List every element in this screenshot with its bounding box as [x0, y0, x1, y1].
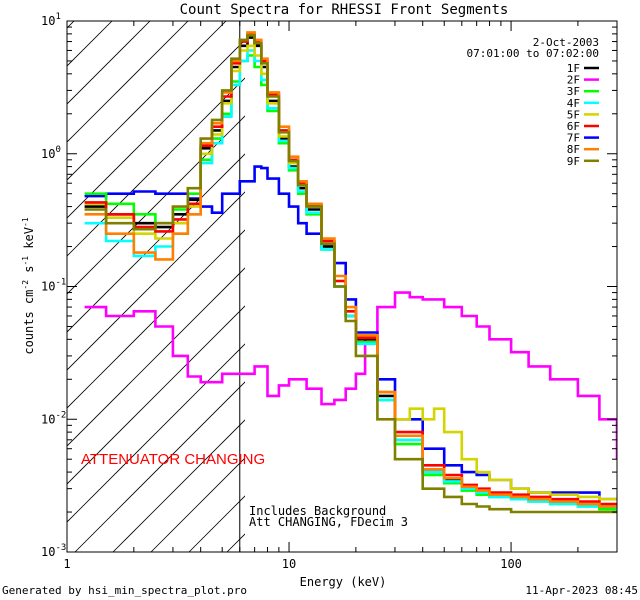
y-axis-label-sup2: -1 — [21, 256, 30, 266]
series-line-3F — [84, 54, 617, 511]
y-tick-label: 10-2 — [41, 410, 66, 426]
legend-label-1F: 1F — [567, 62, 580, 75]
footnote-background: Includes Background — [249, 504, 386, 518]
hatch-line — [265, 0, 640, 552]
x-tick-label: 10 — [282, 557, 296, 571]
series-line-9F — [84, 34, 617, 514]
legend-label-5F: 5F — [567, 108, 580, 121]
time-range-label: 07:01:00 to 07:02:00 — [467, 47, 599, 60]
hatch-line — [67, 21, 227, 181]
hatch-line — [67, 39, 245, 219]
hatch-line — [67, 267, 245, 447]
hatch-line — [67, 229, 245, 409]
legend-label-2F: 2F — [567, 74, 580, 87]
attenuator-changing-label: ATTENUATOR CHANGING — [81, 451, 265, 468]
hatch-line — [150, 457, 245, 552]
series-line-8F — [84, 31, 617, 508]
y-tick-label: 101 — [41, 12, 61, 28]
footer-timestamp: 11-Apr-2023 08:45 — [525, 584, 638, 597]
hatch-line — [67, 343, 245, 523]
hatch-line — [67, 21, 189, 143]
hatch-line — [112, 419, 245, 552]
hatch-line — [67, 21, 75, 29]
x-tick-label: 1 — [63, 557, 70, 571]
legend-label-9F: 9F — [567, 155, 580, 168]
x-axis-label: Energy (keV) — [300, 575, 387, 589]
hatch-line — [67, 115, 245, 295]
series-line-7F — [84, 165, 617, 501]
y-tick-label: 10-3 — [41, 543, 66, 559]
chart-title: Count Spectra for RHESSI Front Segments — [180, 2, 509, 18]
attenuator-hatch-region — [67, 0, 640, 552]
y-axis-label-main: counts cm — [22, 290, 36, 355]
series-line-4F — [84, 49, 617, 510]
y-axis-label-s: s — [22, 266, 36, 280]
y-tick-label: 10-1 — [41, 278, 66, 294]
hatch-line — [67, 153, 245, 333]
y-axis-label-kev: keV — [22, 227, 36, 256]
date-label: 2-Oct-2003 — [533, 36, 599, 49]
hatch-line — [67, 77, 245, 257]
y-axis-label: counts cm-2 s-1 keV-1 — [21, 217, 36, 354]
series-line-6F — [84, 32, 617, 506]
x-tick-label: 100 — [500, 557, 522, 571]
hatch-line — [67, 21, 151, 105]
y-axis-label-sup1: -2 — [21, 280, 30, 290]
legend-label-4F: 4F — [567, 97, 580, 110]
hatch-line — [74, 381, 245, 552]
series-line-2F — [84, 291, 617, 460]
legend-label-7F: 7F — [567, 132, 580, 145]
legend-label-3F: 3F — [567, 85, 580, 98]
footnote-attenuator: Att CHANGING, FDecim 3 — [249, 515, 408, 529]
legend-label-8F: 8F — [567, 143, 580, 156]
legend-label-6F: 6F — [567, 120, 580, 133]
hatch-line — [67, 191, 245, 371]
spectra-series — [84, 31, 617, 514]
y-axis-label-sup3: -1 — [21, 217, 30, 227]
y-tick-label: 100 — [41, 145, 61, 161]
hatch-line — [67, 305, 245, 485]
footer-generated-by: Generated by hsi_min_spectra_plot.pro — [2, 584, 247, 597]
axes: 1 10 100 10-3 10-2 10-1 100 101 — [41, 12, 618, 571]
